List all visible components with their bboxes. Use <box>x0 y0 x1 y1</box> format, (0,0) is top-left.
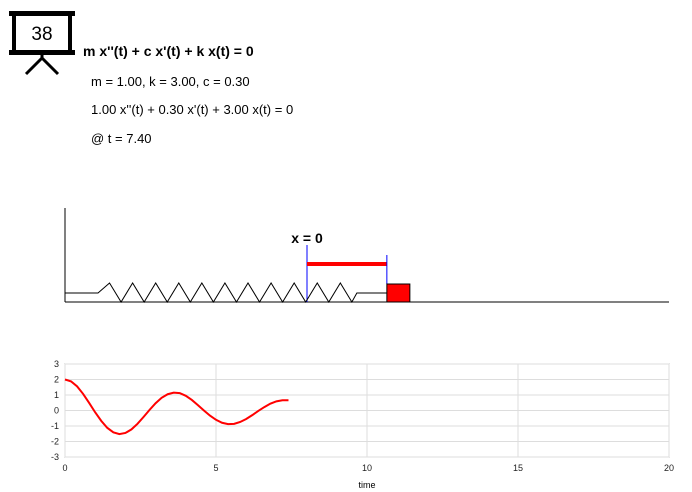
params: m = 1.00, k = 3.00, c = 0.30 <box>91 74 250 89</box>
mass <box>386 283 411 303</box>
badge-icon <box>9 11 75 76</box>
spring <box>65 282 387 303</box>
x-tick-label: 20 <box>664 463 674 473</box>
y-tick-label: -2 <box>51 437 59 447</box>
y-tick-label: 2 <box>54 375 59 385</box>
y-tick-label: 0 <box>54 406 59 416</box>
x-tick-label: 0 <box>62 463 67 473</box>
badge-number: 38 <box>31 24 52 45</box>
y-tick-label: -3 <box>51 452 59 462</box>
x-tick-label: 15 <box>513 463 523 473</box>
x-axis-label: time <box>358 480 375 490</box>
x-tick-label: 10 <box>362 463 372 473</box>
x-tick-label: 5 <box>213 463 218 473</box>
origin-label: x = 0 <box>291 230 323 246</box>
title: m x''(t) + c x'(t) + k x(t) = 0 <box>83 43 254 59</box>
time-label: @ t = 7.40 <box>91 131 152 146</box>
y-tick-label: 1 <box>54 390 59 400</box>
equation: 1.00 x''(t) + 0.30 x'(t) + 3.00 x(t) = 0 <box>91 102 293 117</box>
y-tick-label: -1 <box>51 421 59 431</box>
y-tick-label: 3 <box>54 359 59 369</box>
data-line <box>64 378 289 436</box>
